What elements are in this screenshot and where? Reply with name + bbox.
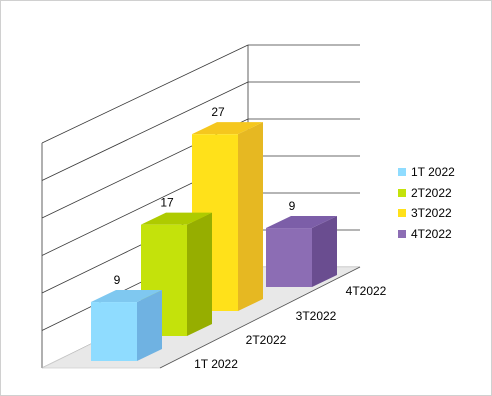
gridline-side-25 (41, 81, 249, 181)
legend-item-1: 1T 2022 (398, 162, 455, 183)
bar-side-1 (137, 290, 162, 361)
legend-label-1: 1T 2022 (411, 165, 455, 180)
bar-top-3 (192, 122, 263, 135)
legend-label-3: 3T2022 (411, 206, 452, 221)
data-label-4: 9 (289, 199, 296, 213)
legend-label-2: 2T2022 (411, 185, 452, 200)
legend-swatch-3 (398, 209, 406, 218)
bar-4 (266, 228, 312, 287)
legend-swatch-2 (398, 188, 406, 197)
legend-item-3: 3T2022 (398, 203, 455, 224)
data-label-3: 27 (211, 105, 225, 119)
legend-item-4: 4T2022 (398, 224, 455, 245)
bar-side-2 (187, 212, 212, 336)
legend: 1T 2022 2T2022 3T2022 4T2022 (398, 162, 455, 244)
legend-item-2: 2T2022 (398, 183, 455, 204)
bar-top-1 (91, 290, 162, 303)
x-tick-label-4: 4T2022 (346, 284, 387, 298)
bar-side-3 (238, 122, 263, 311)
bar-1 (91, 302, 137, 361)
legend-label-4: 4T2022 (411, 226, 452, 241)
legend-swatch-4 (398, 229, 406, 238)
bar-side-4 (312, 216, 337, 287)
bar-top-2 (141, 212, 212, 225)
data-label-2: 17 (160, 196, 174, 210)
x-tick-label-2: 2T2022 (246, 333, 287, 347)
floor-front-edge (159, 266, 361, 369)
data-label-1: 9 (114, 273, 121, 287)
x-tick-label-1: 1T 2022 (194, 357, 238, 371)
gridline-side-30 (41, 44, 249, 144)
bar-top-4 (266, 216, 337, 229)
legend-swatch-1 (398, 168, 406, 177)
x-tick-label-3: 3T2022 (296, 309, 337, 323)
